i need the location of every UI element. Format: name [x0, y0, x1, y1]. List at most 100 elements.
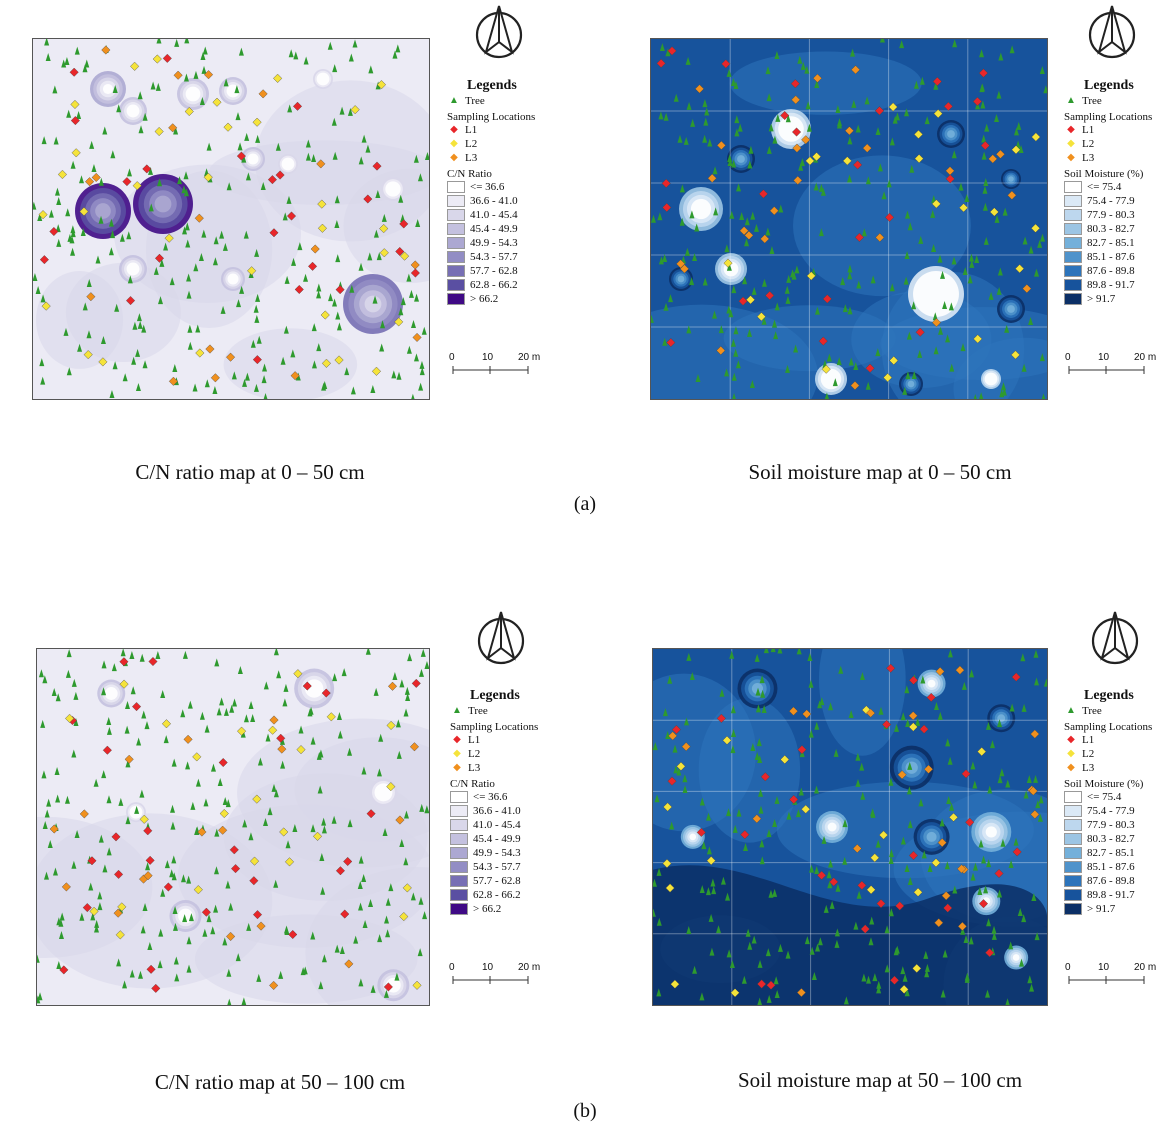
tree-icon: [970, 872, 976, 881]
sampling-point: [857, 880, 867, 890]
tree-icon: [384, 915, 390, 924]
sampling-point: [321, 688, 331, 698]
sampling-point: [852, 844, 862, 854]
tree-icon: [743, 842, 749, 851]
legend-location-L2: ◆ L2: [1064, 137, 1164, 151]
tree-icon: [95, 255, 101, 264]
tree-icon: [817, 937, 823, 946]
sampling-point: [117, 902, 127, 912]
diamond-icon: ◆: [450, 124, 458, 135]
tree-icon: [711, 886, 717, 895]
tree-icon: [726, 262, 732, 271]
tree-icon: [223, 78, 229, 87]
tree-icon: [685, 56, 691, 65]
sampling-point: [410, 260, 420, 270]
tree-icon: [86, 330, 92, 339]
tree-icon: [129, 969, 135, 978]
tree-icon: [731, 728, 737, 737]
tree-icon: [126, 168, 132, 177]
legend-sampling-title: Sampling Locations: [447, 111, 536, 123]
tree-icon: [656, 988, 662, 997]
tree-icon: [183, 73, 189, 82]
sampling-point: [885, 212, 895, 222]
tree-icon: [203, 798, 209, 807]
sampling-point: [269, 228, 279, 238]
sampling-point: [130, 61, 140, 71]
sampling-point: [168, 376, 178, 386]
tree-icon: [798, 162, 804, 171]
legend-class: 36.6 - 41.0: [450, 804, 550, 818]
tree-icon: [260, 181, 266, 190]
tree-icon: [297, 242, 303, 251]
diamond-icon: ◆: [450, 152, 458, 163]
tree-icon: [332, 298, 338, 307]
tree-icon: [872, 973, 878, 982]
tree-icon: [242, 819, 248, 828]
sampling-point: [249, 876, 259, 886]
scale-label: 0: [449, 962, 455, 973]
sampling-point: [955, 665, 965, 675]
diamond-icon: ◆: [453, 748, 461, 759]
tree-icon: [158, 928, 164, 937]
tree-icon: [903, 108, 909, 117]
tree-icon: [742, 276, 748, 285]
tree-icon: [851, 99, 857, 108]
tree-icon: [1021, 703, 1027, 712]
tree-icon: [906, 786, 912, 795]
tree-icon: [773, 976, 779, 985]
tree-icon: [126, 231, 132, 240]
tree-icon: [335, 254, 341, 263]
sampling-point: [256, 921, 266, 931]
tree-icon: [417, 173, 423, 182]
map-zone: [37, 813, 273, 989]
sampling-point: [752, 814, 762, 824]
tree-icon: [418, 896, 424, 905]
sampling-point: [250, 856, 260, 866]
sampling-point: [739, 226, 749, 236]
legend-swatch: [1064, 903, 1082, 915]
tree-icon: [942, 949, 948, 958]
tree-icon: [182, 650, 188, 659]
tree-icon: [972, 862, 978, 871]
tree-icon: [41, 136, 47, 145]
sub-label-a: (a): [573, 493, 597, 515]
tree-icon: [137, 320, 143, 329]
scale-bar: 0 10 20 m: [449, 962, 542, 986]
tree-icon: [847, 271, 853, 280]
tree-icon: [184, 39, 190, 44]
tree-icon: [963, 935, 969, 944]
sm-map-bottom: [652, 648, 1048, 1006]
tree-icon: [204, 379, 210, 388]
sampling-point: [226, 931, 236, 941]
tree-icon: [124, 701, 130, 710]
sampling-point: [935, 666, 945, 676]
sampling-point: [889, 356, 899, 366]
tree-icon: [79, 912, 85, 921]
tree-icon: [1009, 703, 1015, 712]
tree-icon: [54, 766, 60, 775]
tree-icon: [411, 393, 415, 399]
sampling-point: [70, 116, 80, 126]
tree-icon: [761, 705, 767, 714]
legend-swatch: [450, 861, 468, 873]
sampling-point: [252, 117, 262, 127]
sampling-point: [851, 65, 861, 75]
tree-icon: [248, 832, 254, 841]
sampling-point: [163, 882, 173, 892]
tree-icon: [298, 725, 304, 734]
tree-icon: [124, 725, 130, 734]
tree-icon: [51, 688, 57, 697]
sampling-point: [886, 663, 896, 673]
tree-icon: [142, 112, 148, 121]
tree-icon: [127, 275, 133, 284]
tree-icon: [201, 229, 207, 238]
tree-icon: [118, 797, 124, 806]
tree-icon: [40, 376, 46, 385]
legend-swatch: [447, 279, 465, 291]
tree-icon: [918, 798, 924, 807]
tree-icon: [106, 716, 112, 725]
tree-icon: [736, 183, 742, 192]
tree-icon: [653, 742, 658, 751]
tree-icon: [750, 742, 756, 751]
sampling-point: [866, 885, 876, 895]
